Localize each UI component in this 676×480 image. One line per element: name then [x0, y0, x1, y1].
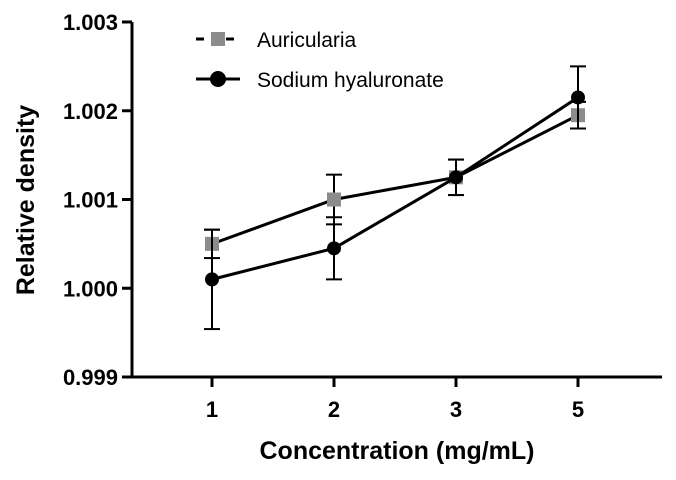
series-auricularia [204, 100, 586, 260]
data-point-circle [449, 170, 463, 185]
legend-marker-circle [210, 71, 226, 87]
x-tick-label: 2 [328, 397, 340, 422]
data-point-circle [205, 272, 219, 287]
series-line [211, 113, 579, 246]
x-tick-label: 1 [206, 397, 218, 422]
y-tick-label: 0.999 [63, 365, 118, 390]
data-point-square [327, 192, 341, 207]
y-ticks: 0.999 1.000 1.001 1.002 1.003 [63, 10, 132, 390]
x-tick-label: 5 [572, 397, 584, 422]
series [204, 65, 586, 331]
y-tick-label: 1.003 [63, 10, 118, 35]
series-line [211, 96, 579, 281]
x-ticks: 1 2 3 5 [206, 377, 584, 422]
legend-marker-square [211, 32, 225, 46]
y-tick-label: 1.001 [63, 188, 118, 213]
x-axis-title: Concentration (mg/mL) [260, 437, 535, 465]
data-point-circle [571, 90, 585, 105]
legend: Auricularia Sodium hyaluronate [196, 29, 444, 92]
y-tick-label: 1.002 [63, 99, 118, 124]
y-axis-title: Relative density [12, 105, 40, 295]
legend-label: Auricularia [257, 29, 357, 52]
legend-item: Sodium hyaluronate [196, 69, 444, 92]
y-tick-label: 1.000 [63, 276, 118, 301]
legend-item: Auricularia [196, 29, 357, 52]
x-tick-label: 3 [450, 397, 462, 422]
legend-label: Sodium hyaluronate [257, 69, 444, 92]
series-sodium-hyaluronate [204, 65, 586, 331]
data-point-circle [327, 241, 341, 256]
